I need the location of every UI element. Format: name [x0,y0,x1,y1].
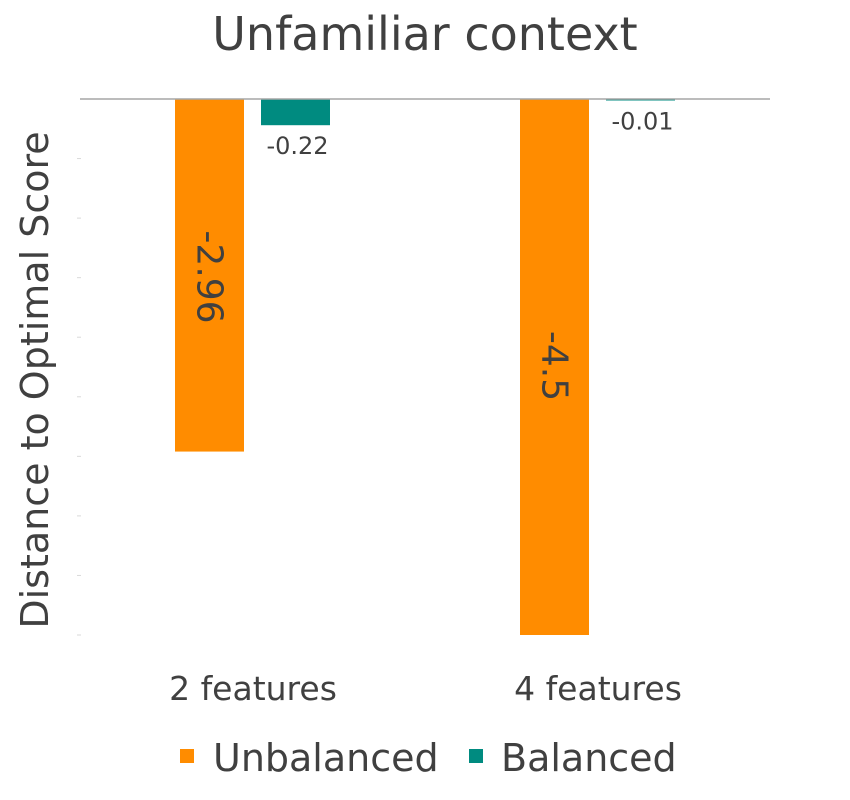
category-label: 4 features [514,669,682,708]
category-labels: 2 features 4 features [169,669,682,708]
data-label-balanced-2: -0.01 [611,108,673,136]
y-axis-ticks [77,158,81,636]
bars [175,99,675,635]
category-label: 2 features [169,669,337,708]
legend-label-unbalanced: Unbalanced [213,736,439,780]
data-labels: -2.96 -4.5 -0.22 -0.01 [189,108,674,402]
legend-label-balanced: Balanced [501,736,677,780]
legend-swatch-unbalanced [180,749,194,763]
bar-unbalanced-2 [520,99,589,635]
legend: Unbalanced Balanced [180,736,677,780]
y-axis-label: Distance to Optimal Score [13,131,57,628]
chart-title: Unfamiliar context [212,7,637,61]
data-label-unbalanced-2: -4.5 [534,331,575,401]
bar-unbalanced-1 [175,99,244,452]
data-label-unbalanced-1: -2.96 [189,230,230,323]
data-label-balanced-1: -0.22 [266,132,328,160]
legend-swatch-balanced [469,749,483,763]
bar-balanced-1 [261,99,330,126]
